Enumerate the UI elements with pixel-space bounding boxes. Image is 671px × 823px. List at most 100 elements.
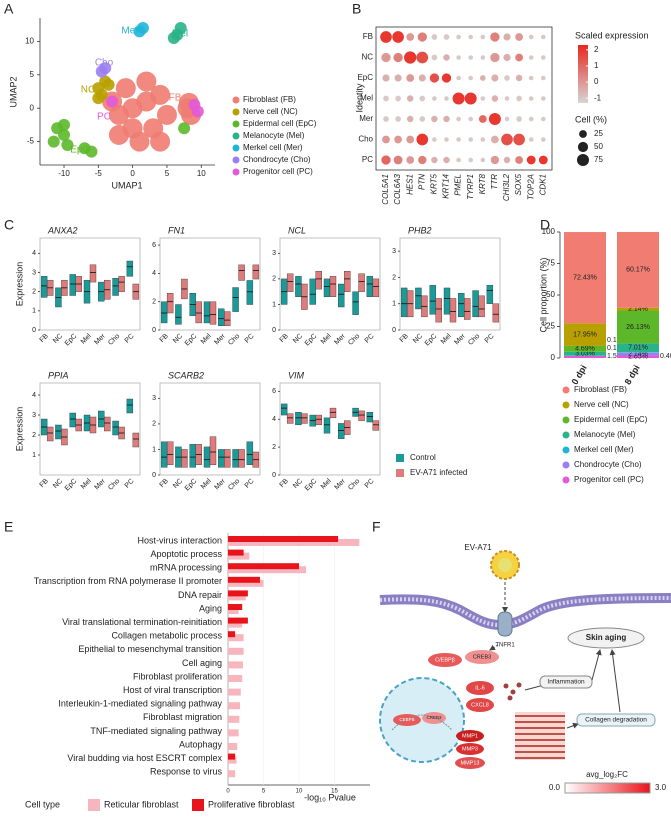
panel-frame xyxy=(159,382,261,476)
panel-title: NCL xyxy=(288,225,306,235)
point xyxy=(136,22,149,35)
dot xyxy=(406,156,415,164)
legend-label: Merkel cell (Mer) xyxy=(243,143,303,152)
outcome-box xyxy=(567,627,645,649)
size-label: 75 xyxy=(594,155,603,164)
dot xyxy=(516,116,522,122)
box xyxy=(576,713,656,727)
legend-swatch xyxy=(396,469,404,477)
category-label: DNA repair xyxy=(178,590,222,600)
x-tick-label: Mel xyxy=(80,477,93,490)
box xyxy=(286,273,294,292)
box xyxy=(232,287,239,312)
legend-swatch xyxy=(396,454,404,462)
box xyxy=(252,264,260,280)
y-tick-label: 0 xyxy=(32,327,36,334)
bar xyxy=(228,617,248,624)
y-tick-label: 10 xyxy=(25,36,34,45)
colorbar-tick-label: 0 xyxy=(594,77,599,86)
colorbar-title: Scaled expression xyxy=(575,30,649,40)
dot xyxy=(513,133,525,146)
bar-segment xyxy=(564,232,606,324)
legend-swatch xyxy=(562,476,570,484)
y-tick-label: 1 xyxy=(392,301,396,308)
dot xyxy=(541,34,546,40)
legend-swatch xyxy=(232,96,240,104)
box xyxy=(175,304,182,325)
column-label: TYRP1 xyxy=(466,174,475,200)
panel-frame xyxy=(159,237,261,331)
box xyxy=(203,446,211,468)
y-tick-label: 100 xyxy=(542,227,556,236)
box xyxy=(218,449,225,468)
point xyxy=(58,118,71,131)
dot xyxy=(504,96,510,101)
x-tick-label: Mel xyxy=(440,332,453,345)
x-tick-label: PC xyxy=(244,333,256,345)
x-tick-label: PC xyxy=(124,333,136,345)
particle xyxy=(507,695,513,701)
category-label: Viral budding via host ESCRT complex xyxy=(67,753,222,763)
cluster-label: NC xyxy=(81,85,95,96)
panel-frame xyxy=(279,237,381,331)
y-tick-label: 4 xyxy=(272,416,276,423)
box xyxy=(464,298,471,320)
y-tick-label: 3 xyxy=(392,248,396,255)
arrow xyxy=(609,649,621,713)
x-tick-label: NC xyxy=(52,333,64,345)
dot xyxy=(416,51,429,64)
dot xyxy=(394,135,402,144)
panel-title: VIM xyxy=(288,370,305,380)
panel-title: SCARB2 xyxy=(168,370,204,380)
bar xyxy=(228,566,307,574)
x-tick-label: 10 xyxy=(197,169,206,178)
dot xyxy=(515,33,523,41)
value-label: 72.43% xyxy=(573,275,597,282)
dot xyxy=(528,137,534,142)
y-tick-label: 4 xyxy=(32,392,36,399)
row-label: NC xyxy=(361,53,373,62)
dot xyxy=(443,115,450,123)
panel-label: F xyxy=(372,519,381,535)
mmp xyxy=(455,757,485,769)
legend-swatch xyxy=(562,401,570,409)
column-label: CHI3L2 xyxy=(502,173,511,201)
box xyxy=(224,311,231,326)
y-axis-label: Expression xyxy=(14,262,24,307)
label: CREB3 xyxy=(426,715,442,720)
bar xyxy=(228,576,260,583)
y-tick-label: 0 xyxy=(272,472,276,479)
y-tick-label: 2 xyxy=(32,432,36,439)
dot xyxy=(443,34,450,40)
label: Skin aging xyxy=(586,633,627,642)
dot xyxy=(504,116,510,122)
dot xyxy=(444,96,449,101)
dot xyxy=(491,135,499,144)
category-label: Cell aging xyxy=(182,658,222,668)
category-label: Epithelial to mesenchymal transition xyxy=(78,644,222,654)
box xyxy=(352,291,359,315)
cluster-label: Mer xyxy=(121,26,139,37)
dot xyxy=(478,115,487,123)
point xyxy=(102,78,115,91)
x-tick-label: NC xyxy=(292,333,304,345)
box xyxy=(224,449,231,468)
column-label: KRT8 xyxy=(478,173,487,194)
x-tick-label: Mer xyxy=(334,477,348,491)
size-title: Cell (%) xyxy=(575,114,607,124)
dot xyxy=(468,75,473,81)
dot xyxy=(419,95,426,102)
dot xyxy=(468,137,473,142)
y-tick-label: 2 xyxy=(392,274,396,281)
legend-label: Nerve cell (NC) xyxy=(243,107,298,116)
dot xyxy=(432,137,437,142)
box xyxy=(40,276,48,298)
x-tick-label: Cho xyxy=(227,478,241,492)
dot xyxy=(381,52,391,63)
x-tick-label: 10 xyxy=(296,789,303,795)
dot xyxy=(515,53,523,62)
box xyxy=(372,278,380,297)
legend-swatch xyxy=(232,120,240,128)
x-tick-label: FB xyxy=(39,478,51,490)
dot xyxy=(431,54,438,61)
